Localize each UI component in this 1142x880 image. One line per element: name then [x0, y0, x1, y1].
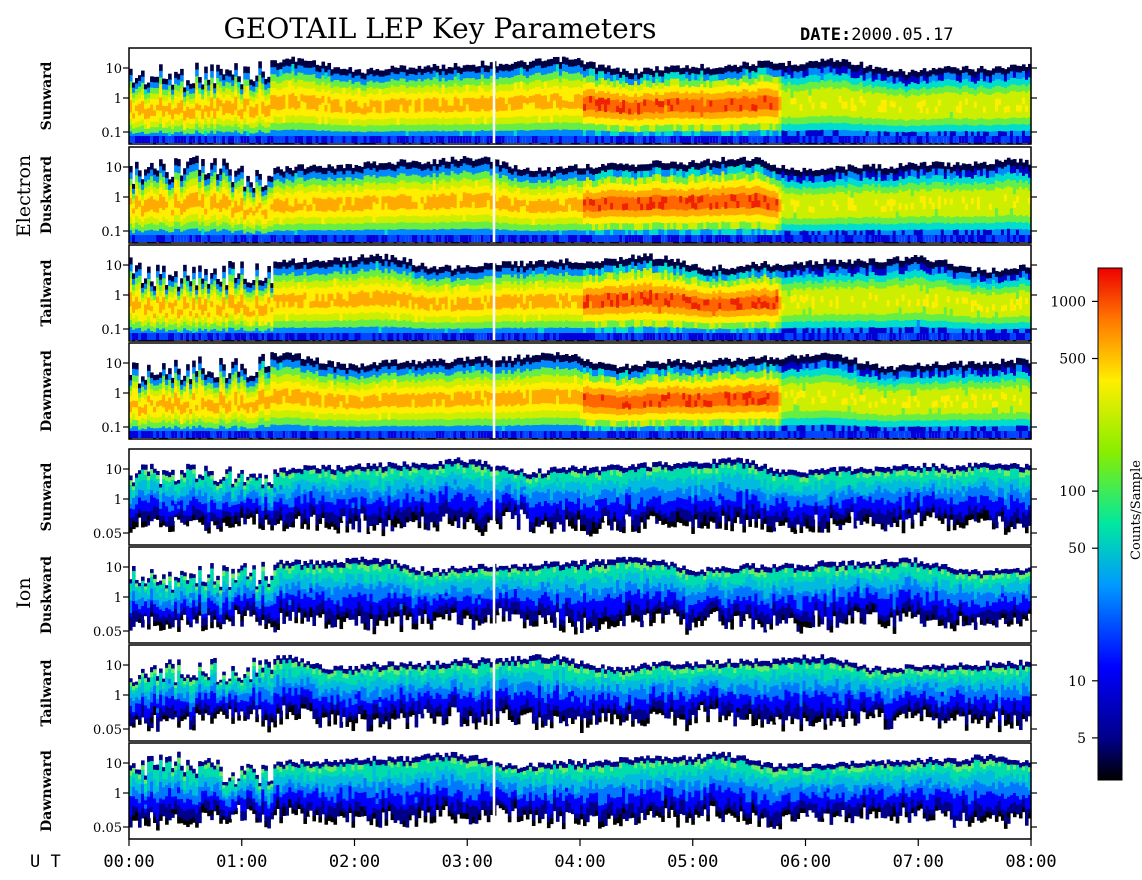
- heatmap-cell: [201, 159, 205, 167]
- heatmap-cell: [210, 71, 214, 78]
- heatmap-cell: [195, 63, 199, 70]
- heatmap-cell: [240, 179, 244, 186]
- heatmap-cell: [180, 69, 184, 76]
- heatmap-cell: [246, 67, 250, 74]
- y-tick-label: 1: [114, 92, 122, 107]
- heatmap-cell: [180, 81, 184, 88]
- y-tick-label: 10: [105, 62, 122, 77]
- heatmap-cell: [141, 77, 145, 84]
- heatmap-cell: [234, 63, 238, 70]
- heatmap-cell: [195, 69, 199, 76]
- heatmap-cell: [165, 172, 169, 179]
- heatmap-cell: [249, 182, 253, 188]
- heatmap-cell: [327, 63, 331, 70]
- heatmap-cell: [213, 165, 217, 173]
- heatmap-cell: [258, 61, 262, 68]
- heatmap-cell: [246, 73, 250, 80]
- heatmap-cell: [198, 77, 202, 83]
- heatmap-cell: [159, 71, 163, 78]
- heatmap-cell: [204, 67, 208, 74]
- date-value: 2000.05.17: [851, 25, 953, 45]
- heatmap-cell: [177, 159, 181, 167]
- heatmap-cell: [246, 176, 250, 182]
- heatmap-cell: [240, 166, 244, 173]
- panel-direction-label: Sunward: [39, 61, 55, 130]
- heatmap-cell: [201, 166, 205, 174]
- heatmap-cell: [195, 156, 199, 164]
- heatmap-cell: [225, 163, 229, 170]
- heatmap-cell: [204, 73, 208, 80]
- heatmap-cell: [237, 76, 241, 82]
- heatmap-cell: [210, 64, 214, 71]
- heatmap-cell: [180, 75, 184, 82]
- panel-electron-sunward: Sunward 10 1 0.1: [39, 48, 1037, 145]
- y-tick-label: 0.1: [101, 126, 122, 141]
- heatmap-cell: [261, 72, 265, 79]
- heatmap-cell: [159, 64, 163, 71]
- heatmap-cell: [135, 162, 139, 169]
- heatmap-cell: [195, 163, 199, 171]
- heatmap-cell: [141, 71, 145, 78]
- heatmap-cell: [168, 74, 172, 80]
- heatmap-cell: [177, 166, 181, 174]
- date-label-prefix: DATE:: [800, 25, 851, 45]
- heatmap-cell: [240, 172, 244, 179]
- heatmap-cell: [228, 169, 232, 176]
- heatmap-cell: [213, 158, 217, 166]
- date-label: DATE:2000.05.17: [800, 25, 954, 45]
- heatmap-cell: [258, 180, 262, 186]
- panel-electron-duskward: Duskward 1010.1: [39, 147, 1037, 244]
- figure-title: GEOTAIL LEP Key Parameters: [224, 12, 657, 45]
- heatmap-cell: [234, 70, 238, 77]
- heatmap-cell: [258, 174, 262, 180]
- heatmap-cell: [162, 164, 166, 171]
- heatmap-cell: [228, 175, 232, 182]
- heatmap-cell: [138, 170, 142, 177]
